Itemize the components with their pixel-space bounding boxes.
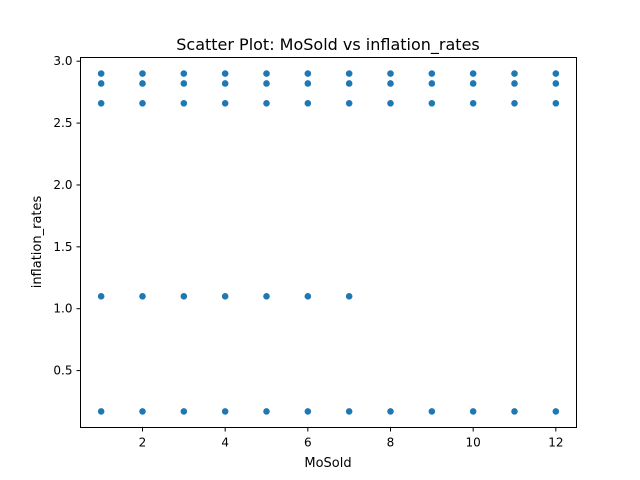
x-axis: 2 4 6 8 10 12 <box>139 427 563 450</box>
data-point <box>427 407 436 416</box>
data-point <box>386 99 395 108</box>
data-point <box>469 407 478 416</box>
data-point <box>345 292 354 301</box>
data-point <box>221 69 230 78</box>
x-tick-label: 2 <box>139 436 147 450</box>
y-tick-label: 2.5 <box>53 116 72 130</box>
data-point <box>345 99 354 108</box>
y-tick-label: 2.0 <box>53 178 72 192</box>
data-point <box>97 79 106 88</box>
data-point <box>469 69 478 78</box>
data-point <box>386 79 395 88</box>
data-point <box>262 99 271 108</box>
data-point <box>179 69 188 78</box>
y-tick-label: 1.0 <box>53 302 72 316</box>
data-point <box>551 407 560 416</box>
data-point <box>262 292 271 301</box>
y-tick-label: 1.5 <box>53 240 72 254</box>
data-point <box>262 69 271 78</box>
x-tick-label: 4 <box>221 436 229 450</box>
x-tick-label: 6 <box>304 436 312 450</box>
data-point <box>221 407 230 416</box>
data-point <box>138 292 147 301</box>
data-point <box>303 69 312 78</box>
data-point <box>138 69 147 78</box>
data-point <box>469 99 478 108</box>
chart-title: Scatter Plot: MoSold vs inflation_rates <box>176 35 480 55</box>
data-point <box>221 79 230 88</box>
data-point <box>303 292 312 301</box>
data-point <box>179 79 188 88</box>
x-tick-label: 12 <box>548 436 563 450</box>
data-point <box>427 99 436 108</box>
x-axis-label: MoSold <box>304 456 351 471</box>
data-point <box>510 407 519 416</box>
data-point <box>427 79 436 88</box>
data-point <box>510 69 519 78</box>
data-point <box>345 407 354 416</box>
data-point <box>97 69 106 78</box>
data-point <box>469 79 478 88</box>
data-point <box>510 79 519 88</box>
data-point <box>179 407 188 416</box>
data-point <box>138 79 147 88</box>
y-tick-label: 0.5 <box>53 364 72 378</box>
data-point <box>138 407 147 416</box>
data-point <box>179 99 188 108</box>
data-point <box>221 99 230 108</box>
data-point <box>386 69 395 78</box>
data-point <box>262 79 271 88</box>
data-point <box>345 69 354 78</box>
data-point <box>97 292 106 301</box>
data-point <box>551 99 560 108</box>
data-point <box>262 407 271 416</box>
y-axis-label: inflation_rates <box>30 195 45 288</box>
data-points <box>97 69 560 416</box>
data-point <box>345 79 354 88</box>
data-point <box>551 79 560 88</box>
data-point <box>303 79 312 88</box>
data-point <box>303 99 312 108</box>
y-axis: 0.5 1.0 1.5 2.0 2.5 3.0 <box>53 54 81 378</box>
x-tick-label: 10 <box>466 436 481 450</box>
data-point <box>427 69 436 78</box>
data-point <box>179 292 188 301</box>
data-point <box>386 407 395 416</box>
data-point <box>97 407 106 416</box>
x-tick-label: 8 <box>387 436 395 450</box>
data-point <box>138 99 147 108</box>
data-point <box>303 407 312 416</box>
plot-area-frame <box>80 57 577 428</box>
data-point <box>97 99 106 108</box>
data-point <box>551 69 560 78</box>
data-point <box>510 99 519 108</box>
y-tick-label: 3.0 <box>53 54 72 68</box>
data-point <box>221 292 230 301</box>
